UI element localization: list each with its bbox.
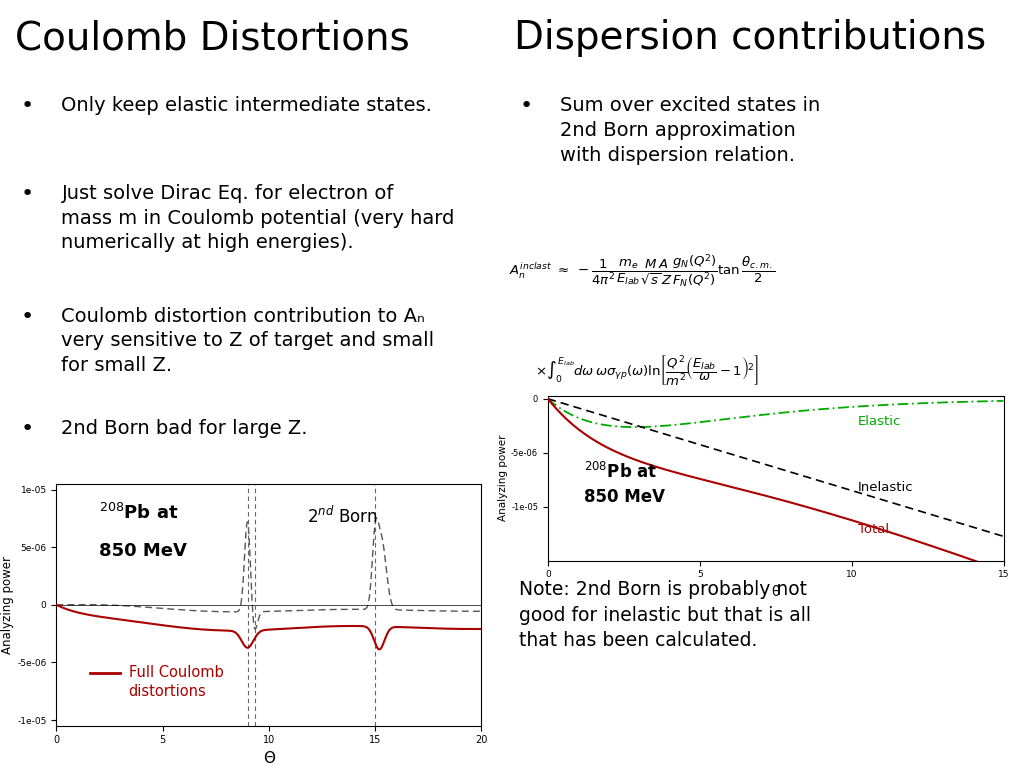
- Text: •: •: [519, 96, 532, 116]
- Text: •: •: [20, 96, 34, 116]
- Text: 2$^{nd}$ Born: 2$^{nd}$ Born: [307, 505, 378, 527]
- Text: •: •: [20, 419, 34, 439]
- X-axis label: θ: θ: [771, 585, 780, 599]
- Text: Inelastic: Inelastic: [858, 482, 913, 495]
- Text: Just solve Dirac Eq. for electron of
mass m in Coulomb potential (very hard
nume: Just solve Dirac Eq. for electron of mas…: [61, 184, 455, 252]
- Text: 2nd Born bad for large Z.: 2nd Born bad for large Z.: [61, 419, 308, 438]
- Text: Coulomb Distortions: Coulomb Distortions: [15, 19, 410, 57]
- Y-axis label: Analyzing power: Analyzing power: [1, 556, 14, 654]
- Text: Total: Total: [858, 523, 889, 535]
- Text: Only keep elastic intermediate states.: Only keep elastic intermediate states.: [61, 96, 432, 115]
- Text: Dispersion contributions: Dispersion contributions: [514, 19, 986, 57]
- Text: Sum over excited states in
2nd Born approximation
with dispersion relation.: Sum over excited states in 2nd Born appr…: [560, 96, 820, 165]
- Text: 850 MeV: 850 MeV: [98, 542, 186, 560]
- X-axis label: Θ: Θ: [263, 751, 274, 766]
- Text: Note: 2nd Born is probably not
good for inelastic but that is all
that has been : Note: 2nd Born is probably not good for …: [519, 580, 811, 650]
- Text: •: •: [20, 184, 34, 204]
- Text: $^{208}$Pb at: $^{208}$Pb at: [585, 462, 657, 482]
- Text: Elastic: Elastic: [858, 415, 901, 429]
- Text: Coulomb distortion contribution to Aₙ
very sensitive to Z of target and small
fo: Coulomb distortion contribution to Aₙ ve…: [61, 307, 434, 375]
- Text: $\times\int_0^{E_{lab}} d\omega\,\omega\sigma_{\gamma p}(\omega)\ln\!\left[\dfra: $\times\int_0^{E_{lab}} d\omega\,\omega\…: [535, 353, 758, 387]
- Y-axis label: Analyzing power: Analyzing power: [499, 435, 508, 521]
- Text: 850 MeV: 850 MeV: [585, 488, 666, 506]
- Text: $^{208}$Pb at: $^{208}$Pb at: [98, 503, 178, 523]
- Text: Full Coulomb
distortions: Full Coulomb distortions: [129, 665, 223, 699]
- Text: •: •: [20, 307, 34, 327]
- Text: $A_n^{inclast}\ \approx\ -\dfrac{1}{4\pi^2}\dfrac{m_e}{E_{lab}}\dfrac{M\,A}{\sqr: $A_n^{inclast}\ \approx\ -\dfrac{1}{4\pi…: [509, 253, 775, 290]
